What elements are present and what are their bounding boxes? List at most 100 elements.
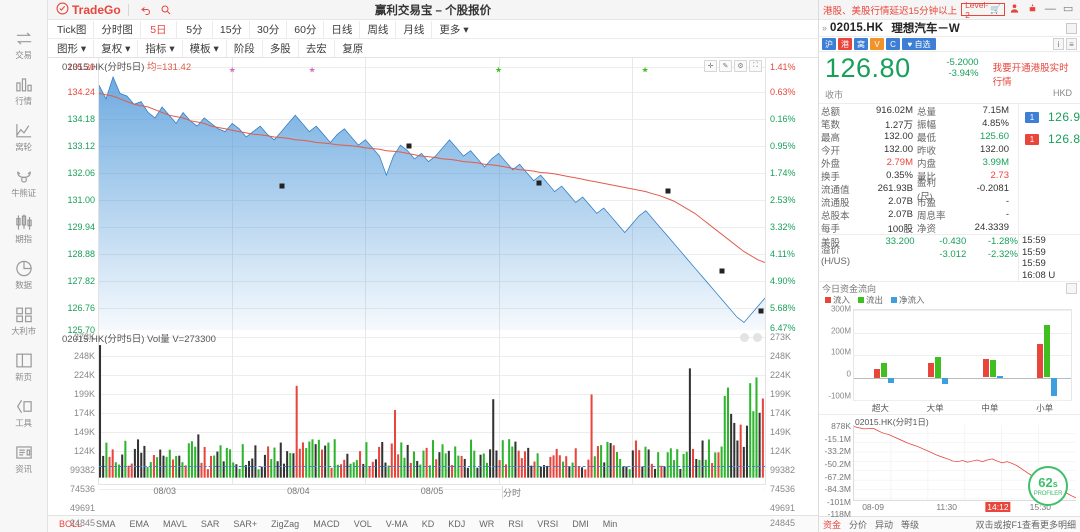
period-15min[interactable]: 15分 [213, 20, 251, 38]
list-icon[interactable]: ≡ [1066, 38, 1077, 50]
period-5min[interactable]: 5分 [177, 20, 213, 38]
stat-key: 市盈 [917, 197, 937, 209]
ask-row[interactable]: 1 126.80 [1019, 126, 1080, 148]
indicator-sma[interactable]: SMA [96, 519, 116, 529]
sidebar-item-工具[interactable]: 工具 [0, 390, 48, 436]
flow-bar [996, 376, 1003, 378]
expand-flow-icon[interactable] [1066, 282, 1077, 294]
bull-icon [14, 167, 34, 186]
indicator-vrsi[interactable]: VRSI [537, 519, 559, 529]
last-price: 126.80 [825, 53, 911, 83]
minimize-button[interactable]: — [1044, 3, 1056, 15]
pin-icon[interactable] [1066, 22, 1077, 34]
indicator-dmi[interactable]: DMI [572, 519, 589, 529]
maximize-button[interactable]: ▭ [1062, 3, 1074, 15]
indicator-kd[interactable]: KD [421, 519, 435, 529]
level-badge[interactable]: Level-2 🛒 [961, 0, 1005, 20]
tool-graph[interactable]: 图形 ▾ [50, 39, 95, 57]
tag-hongkong[interactable]: 港 [838, 38, 852, 50]
indicator-sar[interactable]: SAR [200, 519, 220, 529]
tool-indicator[interactable]: 指标 ▾ [138, 39, 183, 57]
tool-adjust[interactable]: 复权 ▾ [94, 39, 139, 57]
expand-icon[interactable]: ⛶ [749, 60, 762, 72]
tool-expand[interactable]: 去宏 [299, 39, 335, 57]
add-to-watchlist-button[interactable]: ♥ 自选 [902, 38, 936, 50]
indicator-ema[interactable]: EMA [129, 519, 150, 529]
period-5day[interactable]: 5日 [141, 20, 177, 38]
sidebar-item-交易[interactable]: 交易 [0, 22, 48, 68]
volume-chart[interactable]: 02015.HK(分时5日) Vol量 V=273300 273K 248K 2… [48, 330, 818, 528]
trade-log[interactable]: 15:59 126.20 1000 15:59 126.20 900 15:59… [1019, 235, 1080, 281]
tool-reset[interactable]: 复原 [342, 42, 364, 55]
y-tick: 49691 [770, 503, 796, 513]
indicator-boll[interactable]: BOLL [59, 519, 83, 529]
period-weekly[interactable]: 周线 [360, 20, 397, 38]
indicator-macd[interactable]: MACD [313, 519, 340, 529]
y-tick: 199K [770, 389, 792, 399]
indicator-zigzag[interactable]: ZigZag [271, 519, 300, 529]
promo-link[interactable]: 我要开通港股实时行情 [992, 63, 1069, 88]
indicator-sar-plus[interactable]: SAR+ [233, 519, 258, 529]
us-price: 33.200 [885, 236, 915, 247]
data-marker [758, 308, 764, 314]
indicator-vma[interactable]: V-MA [385, 519, 408, 529]
tag-v[interactable]: V [870, 38, 884, 50]
info-icon[interactable]: i [1053, 38, 1064, 50]
draw-icon[interactable]: ✎ [719, 60, 732, 72]
sidebar-item-资讯[interactable]: 资讯 [0, 436, 48, 482]
stat-key: 内盘 [917, 158, 937, 170]
stat-value: 100股 [887, 223, 913, 235]
sidebar-item-牛熊证[interactable]: 牛熊证 [0, 160, 48, 206]
sidebar-item-窝轮[interactable]: 窝轮 [0, 114, 48, 160]
tool-stage[interactable]: 阶段 [227, 39, 263, 57]
undo-icon[interactable] [136, 1, 156, 19]
tool-template[interactable]: 模板 ▾ [183, 39, 227, 57]
footer-tab-price[interactable]: 分价 [849, 520, 868, 530]
footer-tab-funds[interactable]: 资金 [823, 520, 842, 530]
y-tick: 878K [831, 421, 851, 432]
period-daily[interactable]: 日线 [324, 20, 361, 38]
period-more[interactable]: 更多 ▾ [439, 23, 469, 36]
price-chart[interactable]: 02015.HK(分时5日) 均=131.42 ✛ ✎ ⚙ ⛶ 135.30 1… [48, 58, 818, 335]
indicator-rsi[interactable]: RSI [508, 519, 524, 529]
search-icon[interactable] [156, 1, 176, 19]
period-intraday[interactable]: 分时图 [94, 20, 141, 38]
indicator-wr[interactable]: WR [479, 519, 495, 529]
footer-tab-moves[interactable]: 异动 [875, 520, 894, 530]
user-icon[interactable] [1009, 3, 1020, 17]
tool-multistock[interactable]: 多股 [263, 39, 299, 57]
indicator-vol[interactable]: VOL [353, 519, 372, 529]
period-tick[interactable]: Tick图 [50, 20, 95, 38]
sidebar-item-数据[interactable]: 数据 [0, 252, 48, 298]
stat-key: 总额 [821, 106, 841, 118]
collapse-dot[interactable] [740, 333, 749, 342]
indicator-kdj[interactable]: KDJ [448, 519, 466, 529]
sidebar-item-label: 数据 [15, 280, 32, 290]
sidebar-item-行情[interactable]: 行情 [0, 68, 48, 114]
bid-row[interactable]: 1 126.90 [1019, 104, 1080, 126]
volume-plot[interactable] [98, 330, 766, 490]
tag-c[interactable]: C [886, 38, 900, 50]
settings-icon[interactable]: ⚙ [734, 60, 747, 72]
sidebar-item-新页[interactable]: 新页 [0, 344, 48, 390]
sidebar-item-大利市[interactable]: 大利市 [0, 298, 48, 344]
capital-flow-chart[interactable]: 300M 200M 100M 0 -100M 超大 大单 中单 小单 [823, 305, 1076, 414]
tag-shanghai[interactable]: 沪 [822, 38, 836, 50]
footer-tab-level[interactable]: 等级 [901, 520, 920, 530]
close-dot[interactable] [753, 333, 762, 342]
intraday-netflow-chart[interactable]: 02015.HK(分时1日) 878K -15.1M -33.2M -50.2M -67… [819, 414, 1080, 519]
price-plot[interactable]: ★ ★ ★ ★ [98, 58, 766, 330]
sidebar-item-期指[interactable]: 期指 [0, 206, 48, 252]
indicator-mavl[interactable]: MAVL [163, 519, 187, 529]
crosshair-icon[interactable]: ✛ [704, 60, 717, 72]
chevron-right-icon[interactable]: » [822, 23, 828, 33]
indicator-min[interactable]: Min [602, 519, 618, 529]
period-monthly[interactable]: 月线 [396, 20, 433, 38]
tag-warrant[interactable]: 窝 [854, 38, 868, 50]
alert-icon[interactable] [1027, 3, 1038, 17]
premium-row: 溢价(H/US) -3.012 -2.32% [819, 245, 1018, 267]
period-30min[interactable]: 30分 [250, 20, 288, 38]
y-tick-pct: 1.41% [770, 62, 796, 72]
period-60min[interactable]: 60分 [287, 20, 325, 38]
stat-key: 外盘 [821, 158, 841, 170]
